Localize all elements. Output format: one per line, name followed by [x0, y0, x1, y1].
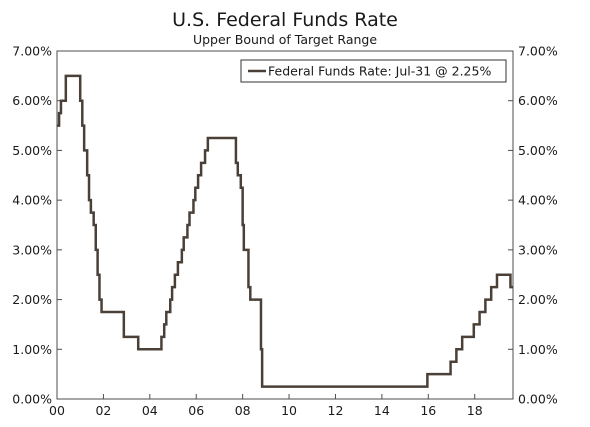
x-tick-label: 16 — [420, 403, 436, 418]
x-axis: 00 02 04 06 08 10 12 14 16 18 — [49, 394, 483, 418]
y-tick-label-right: 1.00% — [518, 342, 558, 357]
legend: Federal Funds Rate: Jul-31 @ 2.25% — [240, 59, 507, 83]
x-tick-label: 14 — [374, 403, 390, 418]
chart-title: U.S. Federal Funds Rate — [172, 9, 398, 31]
y-tick-label-right: 0.00% — [518, 392, 558, 407]
y-tick-label-right: 7.00% — [518, 44, 558, 59]
y-tick-label-left: 4.00% — [12, 193, 52, 208]
x-tick-label: 10 — [281, 403, 297, 418]
y-tick-label-left: 7.00% — [12, 44, 52, 59]
legend-box — [240, 59, 507, 83]
y-tick-label-left: 1.00% — [12, 342, 52, 357]
y-tick-label-right: 5.00% — [518, 143, 558, 158]
y-tick-label-left: 3.00% — [12, 242, 52, 257]
x-tick-label: 06 — [188, 403, 204, 418]
x-tick-label: 00 — [49, 403, 65, 418]
y-tick-label-left: 2.00% — [12, 292, 52, 307]
y-tick-label-right: 4.00% — [518, 193, 558, 208]
x-tick-label: 02 — [95, 403, 111, 418]
chart-subtitle: Upper Bound of Target Range — [193, 32, 377, 47]
y-axis-right: 0.00% 1.00% 2.00% 3.00% 4.00% 5.00% 6.00% 7.00% — [508, 44, 558, 407]
y-axis-left: 0.00% 1.00% 2.00% 3.00% 4.00% 5.00% 6.00% 7.00% — [12, 44, 62, 407]
plot-area-frame — [56, 50, 514, 400]
y-tick-label-right: 3.00% — [518, 242, 558, 257]
y-tick-label-right: 2.00% — [518, 292, 558, 307]
legend-label: Federal Funds Rate: Jul-31 @ 2.25% — [268, 64, 491, 79]
x-tick-label: 12 — [328, 403, 344, 418]
y-tick-label-left: 5.00% — [12, 143, 52, 158]
x-tick-label: 08 — [235, 403, 251, 418]
y-tick-label-left: 6.00% — [12, 93, 52, 108]
fed-funds-rate-line — [57, 74, 513, 388]
x-tick-label: 04 — [142, 403, 158, 418]
y-tick-label-right: 6.00% — [518, 93, 558, 108]
x-tick-label: 18 — [467, 403, 483, 418]
y-tick-label-left: 0.00% — [12, 392, 52, 407]
